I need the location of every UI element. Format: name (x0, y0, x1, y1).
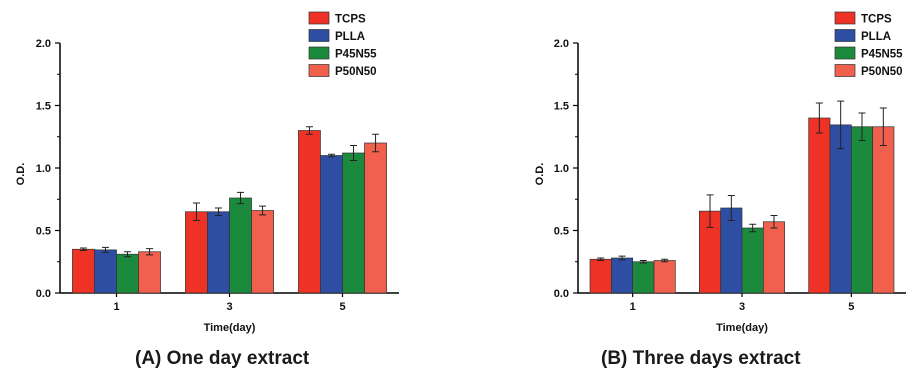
legend-label: TCPS (861, 14, 892, 26)
legend-label: TCPS (335, 14, 366, 26)
bar-tcps (185, 211, 208, 294)
y-axis-label: O.D. (534, 163, 546, 186)
y-tick-label: 1.0 (554, 163, 569, 175)
bar-plla (320, 155, 343, 294)
legend-label: P45N55 (861, 49, 903, 61)
legend-label: PLLA (861, 31, 891, 43)
y-tick-label: 1.5 (36, 101, 51, 113)
bar-p50n50 (251, 210, 274, 294)
x-tick-label: 1 (113, 301, 119, 313)
legend-label: P45N55 (335, 49, 377, 61)
legend-swatch-tcps (308, 11, 330, 25)
bar-plla (207, 211, 230, 294)
y-tick-label: 0.0 (36, 288, 51, 300)
legend: TCPS PLLA P45N55 P50N50 (308, 11, 377, 78)
bar-p45n55 (342, 152, 365, 294)
y-tick-label: 0.5 (36, 226, 51, 238)
y-axis-label: O.D. (15, 163, 27, 186)
bar-plla (610, 257, 634, 294)
legend-swatch-p45n55 (834, 46, 856, 60)
legend-swatch-plla (308, 29, 330, 42)
legend-swatch-p50n50 (834, 64, 856, 77)
legend: TCPS PLLA P45N55 P50N50 (834, 11, 903, 78)
bar-p50n50 (138, 251, 161, 294)
y-tick-label: 1.0 (36, 163, 51, 175)
chart-panel-a: 0.0 0.5 1.0 1.5 2.0 O.D. 1 3 5 Time(day) TCPS PLLA P… (15, 11, 399, 334)
bar-p50n50 (653, 260, 676, 294)
legend-label: P50N50 (861, 66, 903, 78)
x-tick-label: 3 (226, 301, 232, 313)
bar-p45n55 (850, 126, 874, 294)
x-axis-label: Time(day) (204, 322, 256, 334)
bar-p50n50 (364, 142, 387, 294)
bar-tcps (298, 130, 321, 294)
x-tick-label: 1 (630, 301, 636, 313)
legend-swatch-tcps (834, 11, 856, 25)
y-tick-label: 0.5 (554, 226, 569, 238)
y-tick-label: 1.5 (554, 101, 569, 113)
x-tick-label: 5 (339, 301, 345, 313)
caption-panel-a: (A) One day extract (135, 348, 310, 369)
bar-plla (829, 124, 852, 294)
x-tick-label: 5 (848, 301, 854, 313)
bar-tcps (589, 258, 612, 294)
bar-p50n50 (872, 126, 895, 294)
legend-label: P50N50 (335, 66, 377, 78)
legend-swatch-plla (834, 29, 856, 42)
y-tick-label: 0.0 (554, 288, 569, 300)
bar-p50n50 (762, 221, 785, 294)
bar-plla (94, 249, 117, 294)
y-tick-label: 2.0 (36, 38, 51, 50)
bar-tcps (808, 117, 831, 294)
legend-swatch-p50n50 (308, 64, 330, 77)
caption-panel-b: (B) Three days extract (601, 348, 801, 369)
bar-p45n55 (741, 227, 764, 294)
legend-label: PLLA (335, 31, 365, 43)
bar-p45n55 (229, 197, 252, 294)
x-tick-label: 3 (739, 301, 745, 313)
chart-panel-b: 0.0 0.5 1.0 1.5 2.0 O.D. 1 3 5 Time(day) TCPS PLLA P… (534, 11, 906, 334)
bar-p45n55 (116, 253, 139, 294)
x-axis-label: Time(day) (716, 322, 768, 334)
bar-p45n55 (632, 261, 655, 294)
bar-tcps (72, 248, 95, 294)
y-tick-label: 2.0 (554, 38, 569, 50)
legend-swatch-p45n55 (308, 46, 330, 60)
